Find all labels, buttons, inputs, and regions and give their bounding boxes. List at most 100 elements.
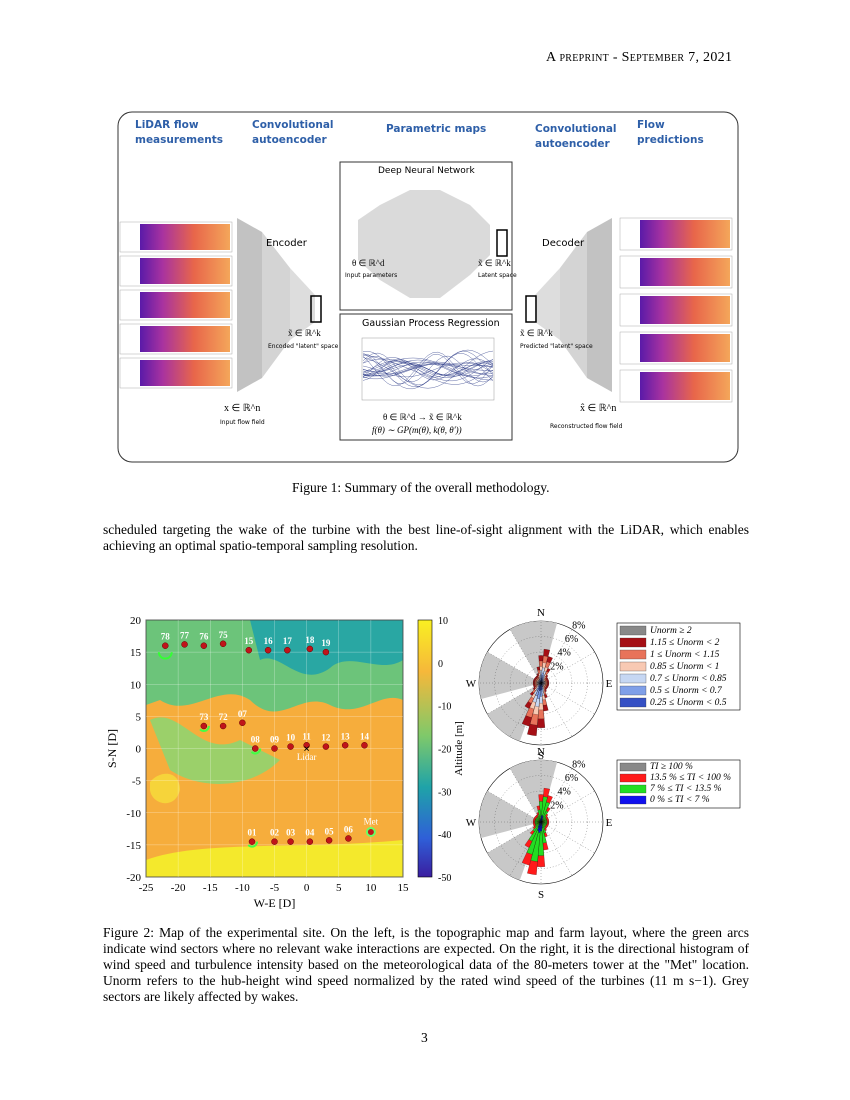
turbine: [271, 745, 278, 752]
turbine: [181, 641, 188, 648]
legend-label: 0 % ≤ TI < 7 %: [650, 795, 710, 805]
heading: Parametric maps: [386, 123, 487, 135]
wake-sector: [487, 822, 541, 881]
flow-field: [640, 258, 730, 286]
gp-sample: [362, 357, 494, 381]
encoder-shape: [290, 268, 315, 340]
turbine: [345, 835, 352, 842]
math: x ∈ ℝ^n: [224, 403, 261, 414]
ring-label: 8%: [572, 759, 585, 770]
y-tick-label: -15: [126, 840, 141, 852]
running-title: A preprint - September 7, 2021: [546, 50, 733, 65]
paragraph: scheduled targeting the wake of the turb…: [103, 522, 749, 553]
turbine-label: 73: [199, 712, 209, 722]
gp-sample: [362, 362, 494, 377]
caption-small: Reconstructed flow field: [550, 423, 623, 430]
gp-sample: [362, 352, 494, 386]
math: f(θ) ∼ GP(m(θ), k(θ, θ′)): [372, 425, 462, 435]
rose-bar: [540, 680, 542, 684]
legend-swatch: [619, 661, 647, 672]
flow-field: [640, 334, 730, 362]
rose-spoke: [540, 682, 573, 737]
turbine-label: 78: [161, 632, 171, 642]
turbine: [306, 645, 314, 653]
legend-swatch: [619, 637, 647, 648]
colorbar-tick-label: -50: [438, 873, 451, 884]
direction-label: E: [606, 678, 613, 690]
turbine-label: 05: [325, 826, 335, 836]
caption-small: Latent space: [478, 272, 517, 279]
flow-field: [140, 258, 230, 284]
math: θ ∈ ℝ^d: [352, 258, 385, 268]
gp-sample: [362, 353, 494, 385]
turbine-label: 13: [341, 731, 351, 741]
turbine-label: 02: [270, 828, 280, 838]
math: x̃ ∈ ℝ^k: [520, 328, 553, 338]
turbine-label: 16: [264, 636, 274, 646]
x-tick-label: 5: [336, 882, 342, 894]
rose-spoke: [540, 682, 595, 715]
turbine: [287, 838, 294, 845]
rose-spoke: [509, 682, 542, 737]
turbine: [245, 646, 253, 654]
turbine: [200, 722, 208, 730]
rose-spoke: [540, 629, 573, 684]
direction-label: N: [537, 607, 545, 619]
rose-spoke: [540, 651, 595, 684]
turbine: [239, 719, 246, 727]
turbine: [303, 742, 310, 749]
direction-label: S: [538, 750, 544, 762]
gp-sample: [362, 362, 494, 378]
turbine: [200, 642, 208, 649]
terrain: [250, 620, 403, 675]
flow-field: [640, 372, 730, 400]
turbine-label: 06: [344, 824, 354, 834]
legend-label: 0.85 ≤ Unorm < 1: [650, 662, 719, 672]
encoder-shape: [262, 232, 290, 378]
gp-sample: [362, 358, 494, 382]
wake-sector: [487, 683, 541, 742]
y-tick-label: 10: [130, 679, 142, 691]
y-tick-label: 15: [130, 647, 142, 659]
legend-swatch: [619, 697, 647, 708]
turbine: [325, 837, 333, 844]
latent-box: [525, 295, 537, 323]
caption-small: Input flow field: [220, 419, 265, 426]
met-mast: [365, 827, 376, 838]
green-arc: [197, 720, 210, 733]
turbine-label: 04: [305, 828, 315, 838]
rose-spoke: [540, 821, 595, 854]
rose-spoke: [540, 821, 573, 876]
terrain: [150, 717, 280, 784]
rose-spoke: [487, 651, 542, 684]
turbine: [287, 743, 294, 750]
encoder-shape: [237, 218, 262, 392]
rose-spoke: [487, 790, 542, 823]
math: x̃ ∈ ℝ^k: [288, 328, 321, 338]
gp-sample: [362, 350, 494, 389]
legend-label: 0.7 ≤ Unorm < 0.85: [650, 674, 727, 684]
gp-samples: [362, 349, 494, 390]
page-number: 3: [421, 1030, 428, 1045]
legend-label: 1 ≤ Unorm < 1.15: [650, 650, 720, 660]
encoder-label: Encoder: [266, 238, 307, 249]
caption-small: Input parameters: [345, 272, 398, 279]
legend-label: 13.5 % ≤ TI < 100 %: [650, 773, 731, 783]
rose-spoke: [487, 682, 542, 715]
turbine-label: 18: [305, 635, 315, 645]
heading: LiDAR flow measurements: [135, 119, 223, 146]
x-tick-label: 0: [304, 882, 310, 894]
direction-label: W: [466, 678, 477, 690]
turbine-label: 72: [219, 712, 229, 722]
gp-sample: [362, 357, 494, 381]
heading: Flow predictions: [637, 119, 704, 146]
turbine-label: 14: [360, 731, 370, 741]
turbine: [306, 838, 314, 845]
gp-sample: [362, 363, 494, 377]
gp-sample: [362, 361, 494, 377]
legend-label: 1.15 ≤ Unorm < 2: [650, 638, 720, 648]
green-arc: [246, 835, 259, 848]
wake-sector: [510, 621, 558, 683]
legend-swatch: [619, 795, 647, 805]
direction-label: E: [606, 817, 613, 829]
